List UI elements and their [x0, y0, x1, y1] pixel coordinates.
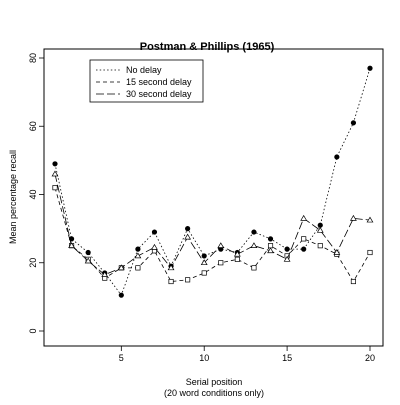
y-axis: 0 20 40 60 80 — [28, 53, 44, 334]
y-tick-label: 60 — [28, 121, 38, 131]
legend-label: 15 second delay — [126, 77, 192, 87]
data-point — [135, 246, 141, 252]
data-point — [317, 222, 323, 228]
series-line — [54, 173, 371, 276]
series-1 — [52, 65, 373, 298]
data-point — [184, 233, 192, 240]
data-point — [185, 277, 191, 283]
data-point — [52, 185, 58, 191]
data-point — [101, 271, 109, 278]
data-point — [151, 243, 158, 250]
data-point — [367, 249, 373, 256]
data-point — [250, 242, 258, 248]
data-point — [284, 246, 290, 252]
data-point — [201, 253, 207, 259]
x-tick-label: 15 — [282, 353, 292, 363]
data-point — [52, 161, 58, 167]
legend: No delay 15 second delay 30 second delay — [89, 59, 204, 103]
data-point — [316, 226, 324, 233]
data-point — [301, 246, 307, 252]
series-2 — [52, 185, 373, 285]
data-point — [283, 255, 291, 262]
data-point — [267, 236, 274, 242]
data-point — [300, 214, 308, 221]
series-line — [54, 68, 371, 297]
series-3 — [51, 170, 374, 278]
data-point — [135, 265, 141, 271]
data-point — [317, 243, 323, 249]
data-point — [301, 236, 307, 242]
data-point — [251, 229, 257, 235]
x-axis: 5 10 15 20 — [119, 346, 375, 363]
legend-entries: No delay 15 second delay 30 second delay — [96, 65, 192, 99]
data-point — [251, 265, 257, 271]
x-axis-sublabel: (20 word conditions only) — [164, 388, 264, 398]
data-point — [85, 249, 91, 256]
data-point — [217, 242, 225, 248]
data-point — [167, 264, 175, 271]
data-point — [200, 259, 208, 266]
y-tick-label: 20 — [28, 258, 38, 268]
legend-label: No delay — [126, 65, 162, 75]
data-point — [267, 243, 274, 249]
y-tick-label: 40 — [28, 189, 38, 199]
data-point — [51, 170, 59, 177]
data-point — [185, 226, 191, 232]
data-point — [134, 252, 142, 259]
data-point — [234, 256, 240, 262]
y-axis-label: Mean percentage recall — [8, 150, 18, 244]
data-point — [367, 65, 373, 71]
x-tick-label: 20 — [365, 353, 375, 363]
x-tick-label: 5 — [119, 353, 124, 363]
legend-label: 30 second delay — [126, 89, 192, 99]
data-point — [168, 278, 174, 285]
data-point — [68, 242, 75, 248]
data-point — [334, 154, 340, 160]
data-point — [118, 292, 124, 298]
plot-frame — [43, 48, 384, 347]
chart-title: Postman & Phillips (1965) — [140, 41, 275, 53]
data-point — [350, 278, 356, 285]
data-point — [366, 216, 374, 223]
data-point — [267, 247, 274, 254]
data-point — [117, 264, 125, 271]
data-point — [350, 214, 357, 221]
y-tick-label: 0 — [28, 328, 38, 333]
data-point — [233, 250, 241, 257]
y-tick-label: 80 — [28, 53, 38, 63]
legend-box — [89, 59, 204, 103]
data-point — [218, 260, 224, 266]
x-tick-label: 10 — [199, 353, 209, 363]
data-point — [84, 257, 92, 264]
data-point — [151, 229, 158, 235]
data-point — [350, 120, 357, 126]
series-layer — [51, 65, 374, 298]
data-point — [201, 270, 207, 276]
data-point — [333, 249, 341, 255]
x-axis-label: Serial position — [186, 377, 243, 387]
series-line — [54, 187, 371, 283]
